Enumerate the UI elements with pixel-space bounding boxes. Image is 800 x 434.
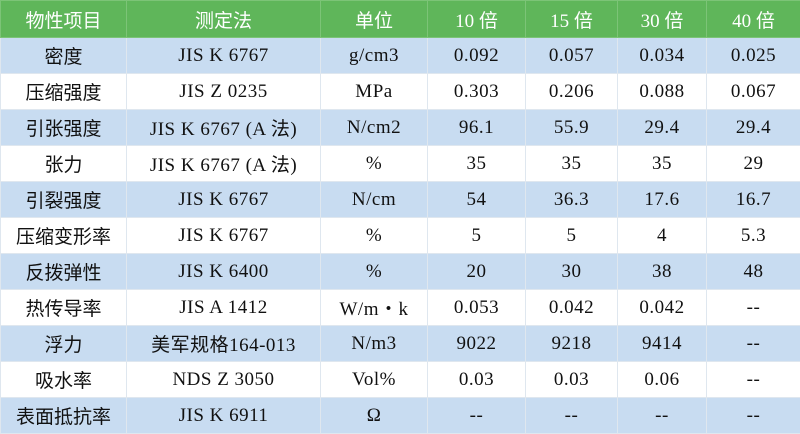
- table-cell: 30: [526, 254, 618, 290]
- table-cell: 0.042: [618, 290, 707, 326]
- table-cell: %: [321, 254, 428, 290]
- table-cell: 5: [526, 218, 618, 254]
- table-cell: --: [707, 398, 800, 434]
- table-cell: --: [707, 326, 800, 362]
- table-cell: N/cm: [321, 182, 428, 218]
- table-cell: 0.092: [428, 38, 526, 74]
- table-cell: %: [321, 218, 428, 254]
- table-cell: N/cm2: [321, 110, 428, 146]
- property-name: 密度: [1, 38, 127, 74]
- property-name: 表面抵抗率: [1, 398, 127, 434]
- table-cell: --: [707, 290, 800, 326]
- table-cell: 38: [618, 254, 707, 290]
- table-cell: JIS K 6767: [127, 218, 321, 254]
- table-cell: --: [526, 398, 618, 434]
- table-cell: W/m・k: [321, 290, 428, 326]
- table-cell: 0.067: [707, 74, 800, 110]
- table-cell: 0.088: [618, 74, 707, 110]
- table-cell: 0.06: [618, 362, 707, 398]
- table-cell: 54: [428, 182, 526, 218]
- table-cell: --: [707, 362, 800, 398]
- page: {"table": { "header": ["物性项目", "测定法", "单…: [0, 0, 800, 422]
- table-cell: 36.3: [526, 182, 618, 218]
- property-name: 热传导率: [1, 290, 127, 326]
- table-cell: 29: [707, 146, 800, 182]
- table-cell: JIS K 6767: [127, 38, 321, 74]
- table-cell: 55.9: [526, 110, 618, 146]
- table-cell: 35: [526, 146, 618, 182]
- table-cell: Ω: [321, 398, 428, 434]
- table-cell: 35: [428, 146, 526, 182]
- table-cell: NDS Z 3050: [127, 362, 321, 398]
- header-cell: 测定法: [127, 1, 321, 38]
- table-cell: 20: [428, 254, 526, 290]
- table-cell: 5: [428, 218, 526, 254]
- table-cell: JIS Z 0235: [127, 74, 321, 110]
- table-cell: 29.4: [707, 110, 800, 146]
- table-cell: 0.03: [526, 362, 618, 398]
- table-cell: 96.1: [428, 110, 526, 146]
- table-cell: 0.034: [618, 38, 707, 74]
- table-cell: MPa: [321, 74, 428, 110]
- table-cell: 16.7: [707, 182, 800, 218]
- table-cell: 17.6: [618, 182, 707, 218]
- table-cell: 35: [618, 146, 707, 182]
- table-cell: 9022: [428, 326, 526, 362]
- table-cell: 4: [618, 218, 707, 254]
- table-cell: 0.025: [707, 38, 800, 74]
- table-cell: JIS K 6767: [127, 182, 321, 218]
- table-cell: 0.03: [428, 362, 526, 398]
- header-cell: 物性项目: [1, 1, 127, 38]
- property-name: 引张强度: [1, 110, 127, 146]
- table-cell: 0.206: [526, 74, 618, 110]
- property-name: 压缩变形率: [1, 218, 127, 254]
- property-name: 压缩强度: [1, 74, 127, 110]
- table-cell: 48: [707, 254, 800, 290]
- table-cell: JIS K 6767 (A 法): [127, 146, 321, 182]
- table-cell: JIS A 1412: [127, 290, 321, 326]
- table-cell: JIS K 6767 (A 法): [127, 110, 321, 146]
- property-name: 张力: [1, 146, 127, 182]
- table-cell: 29.4: [618, 110, 707, 146]
- header-cell: 15 倍: [526, 1, 618, 38]
- table-cell: 0.053: [428, 290, 526, 326]
- property-name: 反拨弹性: [1, 254, 127, 290]
- table-cell: 0.057: [526, 38, 618, 74]
- table-cell: g/cm3: [321, 38, 428, 74]
- table-cell: 5.3: [707, 218, 800, 254]
- table-cell: --: [618, 398, 707, 434]
- table-cell: 0.042: [526, 290, 618, 326]
- table-cell: --: [428, 398, 526, 434]
- table-cell: JIS K 6400: [127, 254, 321, 290]
- table-cell: 0.303: [428, 74, 526, 110]
- header-cell: 10 倍: [428, 1, 526, 38]
- property-name: 引裂强度: [1, 182, 127, 218]
- header-cell: 40 倍: [707, 1, 800, 38]
- table-cell: JIS K 6911: [127, 398, 321, 434]
- header-cell: 单位: [321, 1, 428, 38]
- property-name: 浮力: [1, 326, 127, 362]
- table-cell: %: [321, 146, 428, 182]
- table-cell: 9218: [526, 326, 618, 362]
- header-cell: 30 倍: [618, 1, 707, 38]
- table-cell: 9414: [618, 326, 707, 362]
- table-cell: 美军规格164-013: [127, 326, 321, 362]
- property-name: 吸水率: [1, 362, 127, 398]
- table-cell: N/m3: [321, 326, 428, 362]
- table-cell: Vol%: [321, 362, 428, 398]
